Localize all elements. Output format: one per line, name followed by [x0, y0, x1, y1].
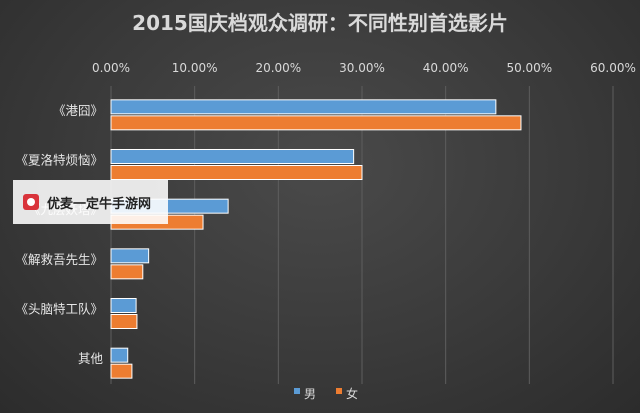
bar-male	[110, 99, 497, 115]
x-tick-label: 60.00%	[590, 61, 636, 75]
x-tick-label: 50.00%	[506, 61, 552, 75]
x-tick-label: 40.00%	[423, 61, 469, 75]
bar-female	[110, 314, 138, 329]
legend-label: 男	[304, 387, 316, 401]
watermark-logo-icon	[23, 194, 39, 210]
bar-male	[110, 149, 355, 164]
category-label: 《港囧》	[53, 103, 103, 118]
bar-male	[110, 298, 137, 313]
category-label: 《解救吾先生》	[15, 252, 103, 267]
category-labels: 《港囧》《夏洛特烦恼》《九层妖塔》《解救吾先生》《头脑特工队》其他	[15, 103, 103, 366]
legend: 男女	[294, 386, 358, 401]
bar-female	[110, 264, 144, 280]
chart-title: 2015国庆档观众调研：不同性别首选影片	[132, 11, 508, 35]
category-label: 其他	[78, 351, 104, 366]
legend-swatch	[294, 388, 300, 394]
x-tick-label: 20.00%	[255, 61, 301, 75]
x-axis-ticks: 0.00% 10.00% 20.00% 30.00% 40.00% 50.00% 60.00…	[92, 61, 636, 75]
x-tick-label: 10.00%	[172, 61, 218, 75]
legend-swatch	[336, 388, 342, 394]
bar-male	[110, 248, 150, 264]
category-label: 《夏洛特烦恼》	[15, 153, 103, 168]
x-tick-label: 30.00%	[339, 61, 385, 75]
bars	[110, 99, 522, 379]
category-label: 《头脑特工队》	[15, 302, 103, 317]
legend-label: 女	[346, 386, 358, 401]
bar-female	[110, 165, 363, 180]
gridlines	[110, 86, 614, 384]
watermark: 优麦一定牛手游网	[13, 180, 168, 224]
bar-male	[110, 347, 129, 363]
x-tick-label: 0.00%	[92, 61, 130, 75]
watermark-text: 优麦一定牛手游网	[47, 196, 152, 212]
bar-female	[110, 363, 133, 379]
bar-female	[110, 115, 522, 131]
